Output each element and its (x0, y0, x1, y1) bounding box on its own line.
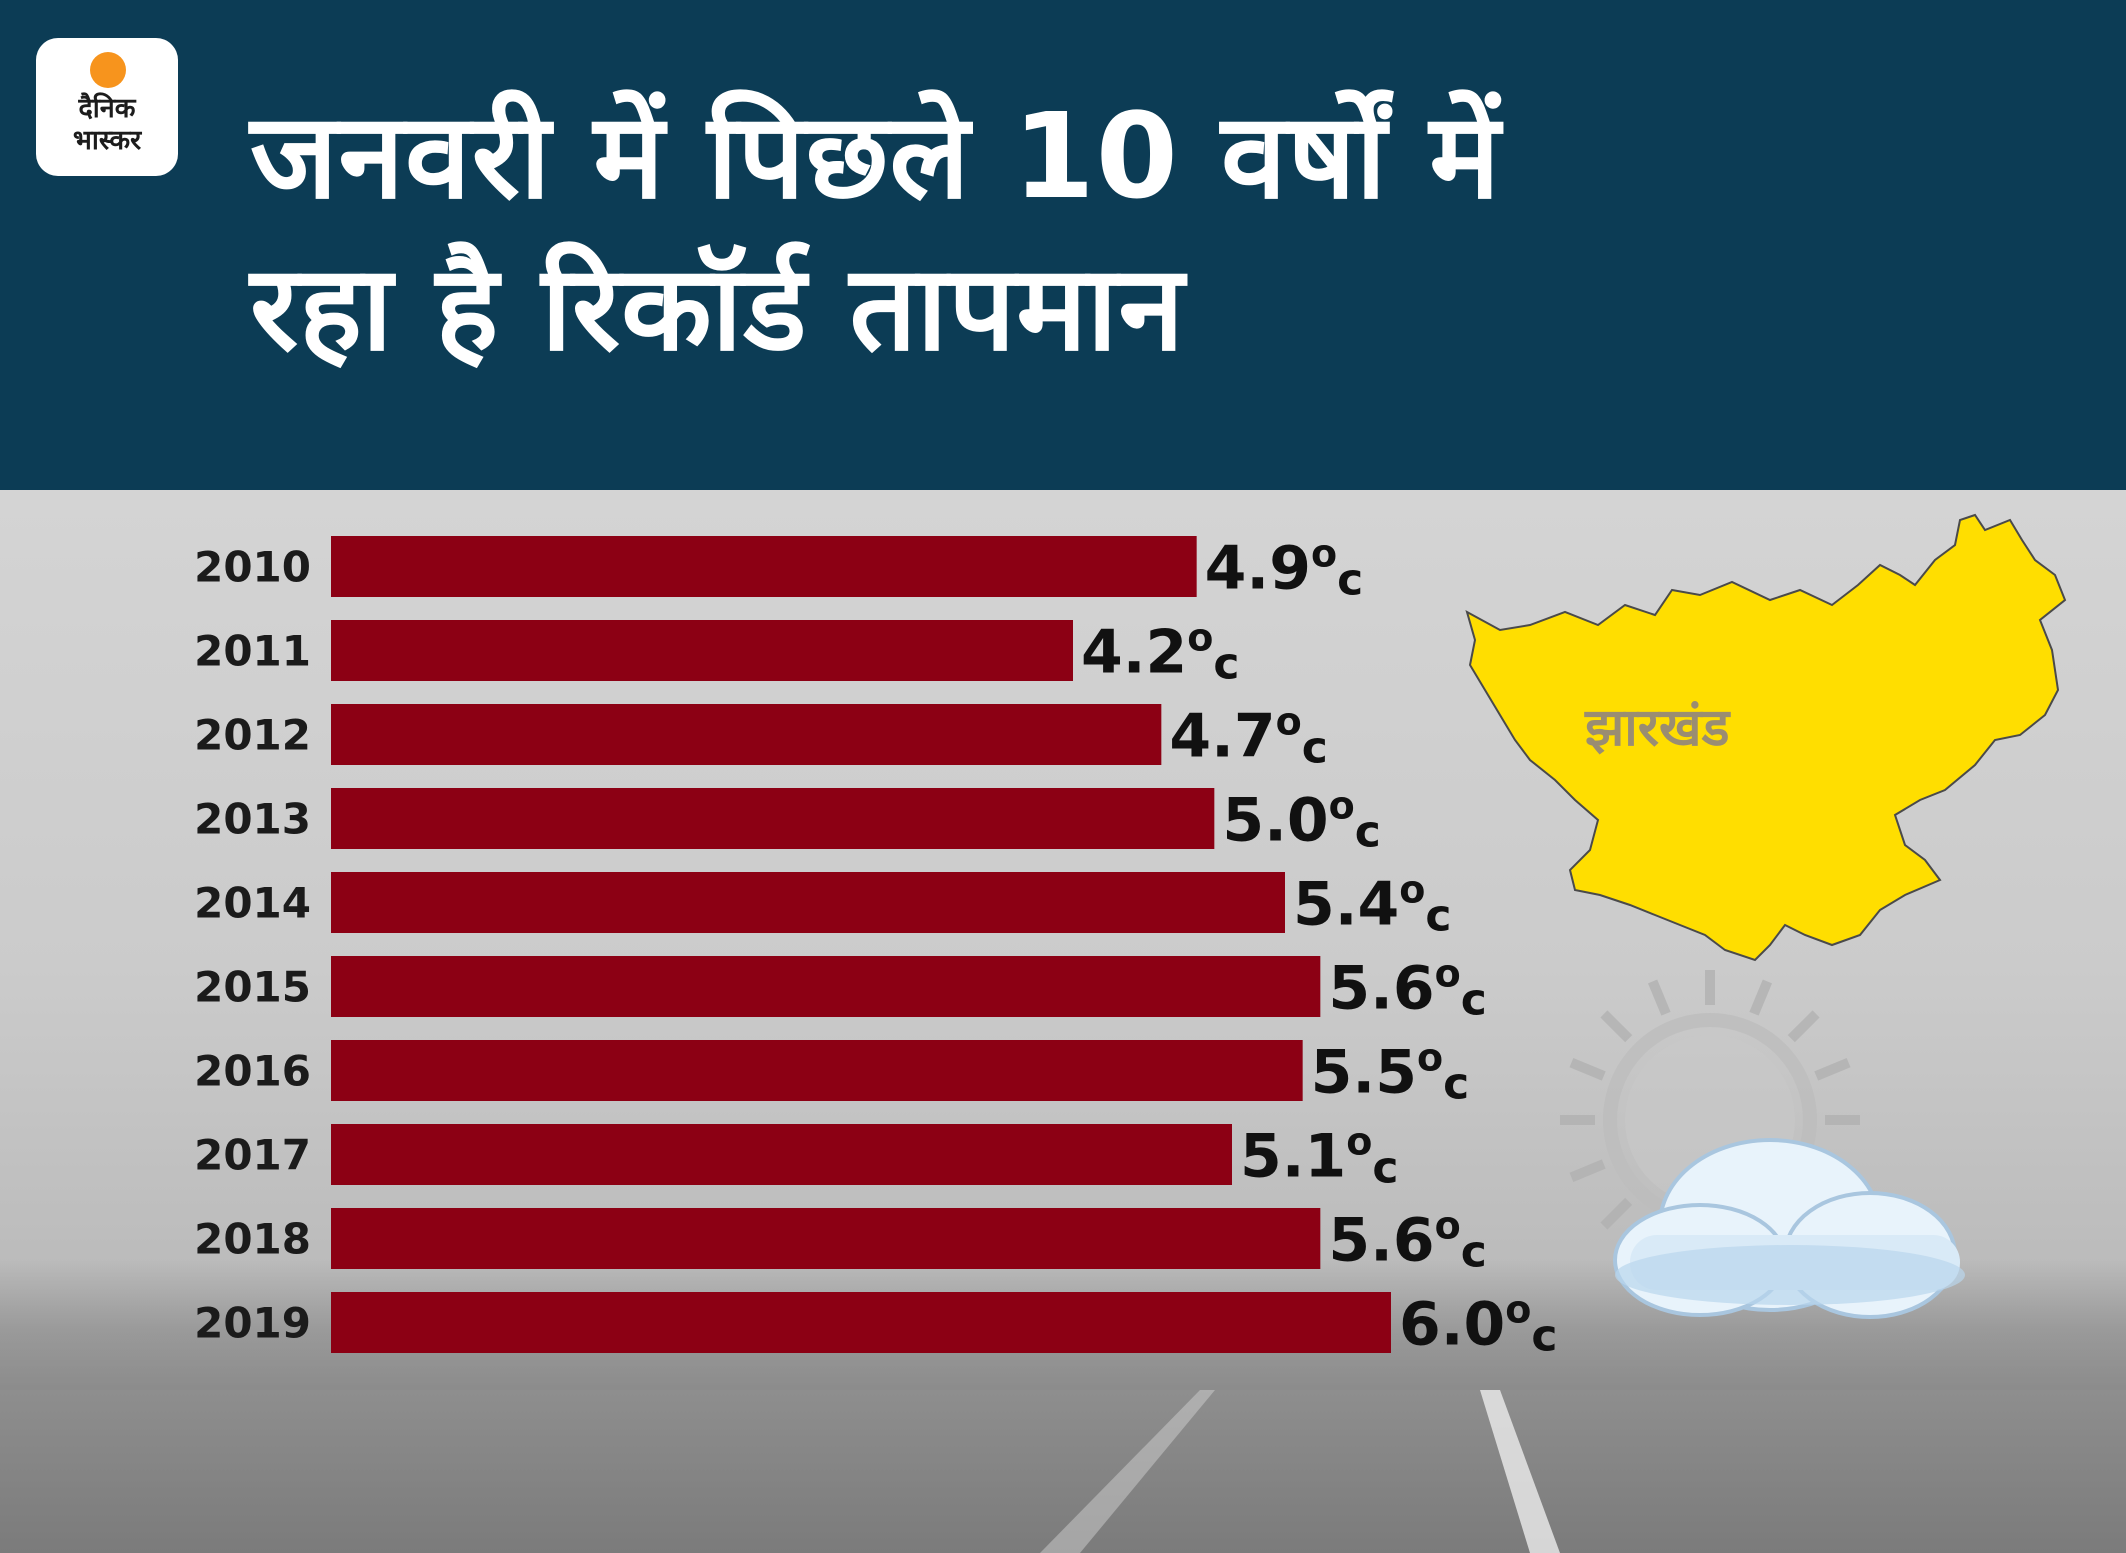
year-label: 2014 (194, 879, 311, 928)
dainik-bhaskar-logo: दैनिक भास्कर (36, 38, 178, 176)
year-label: 2019 (194, 1299, 311, 1348)
value-label: 4.2oc (1081, 616, 1240, 690)
value-label: 5.6oc (1328, 952, 1487, 1026)
value-label: 5.4oc (1293, 868, 1452, 942)
bar-2011 (331, 620, 1073, 681)
value-label: 5.0oc (1222, 784, 1381, 858)
logo-sun-icon (90, 52, 126, 88)
jharkhand-map-shape (1465, 513, 2067, 962)
title-line-2: रहा है रिकॉर्ड तापमान (250, 239, 1185, 377)
bar-2012 (331, 704, 1162, 765)
logo-text-line-2: भास्कर (72, 125, 142, 156)
value-label: 5.6oc (1328, 1204, 1487, 1278)
value-label: 4.7oc (1169, 700, 1328, 774)
bar-2013 (331, 788, 1215, 849)
value-label: 6.0oc (1399, 1288, 1558, 1362)
jharkhand-map: झारखंड (1465, 513, 2067, 962)
bar-2010 (331, 536, 1197, 597)
year-label: 2018 (194, 1215, 311, 1264)
header-banner: दैनिक भास्कर जनवरी में पिछले 10 वर्षों म… (0, 0, 2126, 490)
logo-text-line-1: दैनिक (78, 93, 136, 124)
bar-2014 (331, 872, 1285, 933)
year-label: 2015 (194, 963, 311, 1012)
road (0, 1360, 2126, 1553)
year-label: 2010 (194, 543, 311, 592)
page-title: जनवरी में पिछले 10 वर्षों में रहा है रिक… (250, 80, 2050, 384)
year-label: 2017 (194, 1131, 311, 1180)
bars-layer: 2010 4.9oc 2011 4.2oc 2012 4.7oc 2013 5.0oc 2014… (194, 532, 1557, 1362)
bar-2016 (331, 1040, 1303, 1101)
value-label: 5.5oc (1311, 1036, 1470, 1110)
year-label: 2013 (194, 795, 311, 844)
value-label: 5.1oc (1240, 1120, 1399, 1194)
bar-2018 (331, 1208, 1321, 1269)
year-label: 2016 (194, 1047, 311, 1096)
bar-2017 (331, 1124, 1232, 1185)
map-state-label: झारखंड (1584, 698, 1732, 758)
year-label: 2011 (194, 627, 311, 676)
bar-2019 (331, 1292, 1391, 1353)
year-label: 2012 (194, 711, 311, 760)
bar-2015 (331, 956, 1321, 1017)
title-line-1: जनवरी में पिछले 10 वर्षों में (250, 87, 1501, 225)
value-label: 4.9oc (1205, 532, 1364, 606)
sun-behind-cloud-icon (1560, 970, 1965, 1319)
